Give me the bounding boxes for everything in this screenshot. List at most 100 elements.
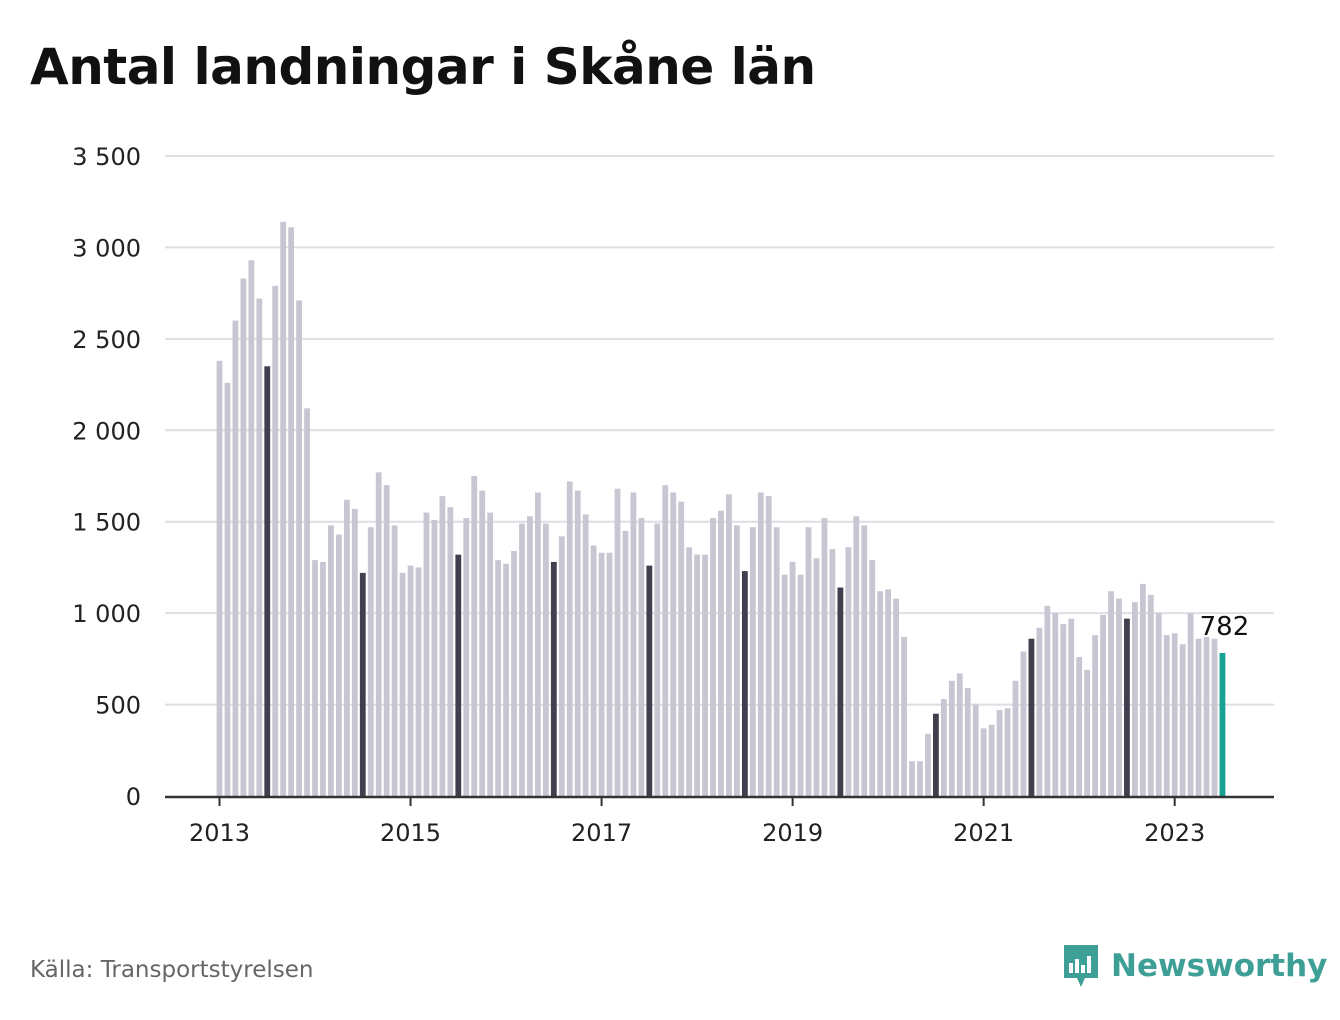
bar bbox=[503, 563, 509, 796]
bar bbox=[550, 561, 557, 796]
bar bbox=[367, 527, 374, 796]
bar bbox=[710, 518, 716, 796]
x-tick-label: 2017 bbox=[571, 819, 632, 847]
bar bbox=[646, 565, 653, 796]
bar bbox=[765, 496, 772, 796]
bar bbox=[359, 572, 366, 796]
bar bbox=[487, 512, 494, 796]
y-tick-label: 3 500 bbox=[72, 143, 141, 171]
y-axis-labels: 0 500 1 000 1 500 2 000 2 500 3 000 3 500 bbox=[72, 143, 141, 811]
bar bbox=[1147, 594, 1154, 796]
latest-value-label: 782 bbox=[1200, 612, 1250, 642]
bar bbox=[813, 558, 820, 796]
bar bbox=[925, 733, 931, 796]
x-tick-label: 2013 bbox=[189, 819, 250, 847]
x-tick-label: 2021 bbox=[953, 819, 1014, 847]
y-tick-label: 1 000 bbox=[72, 600, 141, 628]
bar bbox=[797, 574, 804, 796]
bar bbox=[893, 598, 899, 796]
bar bbox=[614, 488, 621, 796]
bar bbox=[1084, 669, 1091, 796]
bar bbox=[940, 699, 947, 796]
newsworthy-logo: Newsworthy bbox=[1061, 942, 1327, 990]
bar bbox=[1211, 638, 1218, 796]
bar bbox=[877, 591, 884, 796]
bar bbox=[1028, 638, 1035, 796]
chart-title: Antal landningar i Skåne län bbox=[30, 38, 816, 96]
bar bbox=[1012, 680, 1019, 796]
bar bbox=[734, 525, 740, 796]
y-tick-label: 2 000 bbox=[72, 417, 141, 445]
bar bbox=[757, 492, 764, 796]
bar bbox=[1132, 602, 1138, 796]
bar bbox=[312, 560, 318, 796]
bar bbox=[296, 300, 302, 796]
bar bbox=[375, 472, 382, 796]
bar bbox=[630, 492, 637, 796]
bar bbox=[1044, 605, 1051, 796]
bar bbox=[1004, 708, 1011, 796]
bar bbox=[439, 496, 446, 796]
bar bbox=[1203, 636, 1210, 796]
bar bbox=[399, 572, 406, 796]
bar bbox=[1116, 598, 1122, 796]
bar bbox=[964, 688, 971, 796]
bar bbox=[351, 508, 358, 796]
bar bbox=[519, 523, 525, 796]
bar bbox=[256, 298, 263, 796]
bar bbox=[749, 527, 756, 796]
bar bbox=[304, 408, 310, 796]
bar bbox=[574, 490, 581, 796]
bar bbox=[216, 360, 223, 796]
bar bbox=[829, 549, 836, 796]
bar bbox=[471, 476, 478, 796]
bar bbox=[917, 761, 923, 796]
bar bbox=[1219, 653, 1226, 796]
bar bbox=[678, 501, 685, 796]
bar bbox=[948, 680, 955, 796]
bar bbox=[1195, 638, 1202, 796]
bar bbox=[527, 516, 533, 796]
bar bbox=[495, 560, 501, 796]
bar bbox=[566, 481, 573, 796]
bar bbox=[805, 527, 812, 796]
source-note: Källa: Transportstyrelsen bbox=[30, 957, 314, 983]
bar bbox=[280, 221, 287, 797]
bar bbox=[455, 554, 462, 796]
y-tick-label: 2 500 bbox=[72, 326, 141, 354]
bar bbox=[901, 636, 907, 796]
bar bbox=[821, 518, 828, 796]
bar bbox=[447, 507, 454, 796]
bar bbox=[869, 560, 876, 796]
bar bbox=[638, 518, 645, 796]
bar bbox=[670, 492, 677, 796]
x-axis-ticks: 2013 2015 2017 2019 2021 2023 bbox=[189, 796, 1205, 847]
bar bbox=[1076, 657, 1083, 796]
bar bbox=[1171, 633, 1178, 796]
bar bbox=[1020, 651, 1027, 796]
bar bbox=[789, 561, 796, 796]
bar bbox=[606, 552, 613, 796]
y-tick-label: 1 500 bbox=[72, 509, 141, 537]
bar bbox=[837, 587, 844, 796]
bar bbox=[272, 285, 279, 796]
bar bbox=[972, 704, 979, 796]
bar bbox=[781, 574, 788, 796]
bar bbox=[320, 561, 326, 796]
bar bbox=[988, 724, 995, 796]
bar bbox=[933, 713, 939, 796]
bar bbox=[980, 728, 987, 796]
bar bbox=[423, 512, 430, 796]
bar bbox=[232, 320, 239, 796]
bar bbox=[463, 518, 470, 796]
bar bbox=[1068, 618, 1075, 796]
bar bbox=[240, 278, 247, 796]
bar bbox=[582, 514, 589, 796]
bar bbox=[224, 382, 231, 796]
bar bbox=[264, 366, 271, 796]
x-tick-label: 2023 bbox=[1144, 819, 1205, 847]
bar bbox=[542, 523, 549, 796]
bar bbox=[1187, 613, 1194, 796]
bar bbox=[1092, 635, 1098, 796]
bar bbox=[248, 260, 255, 796]
